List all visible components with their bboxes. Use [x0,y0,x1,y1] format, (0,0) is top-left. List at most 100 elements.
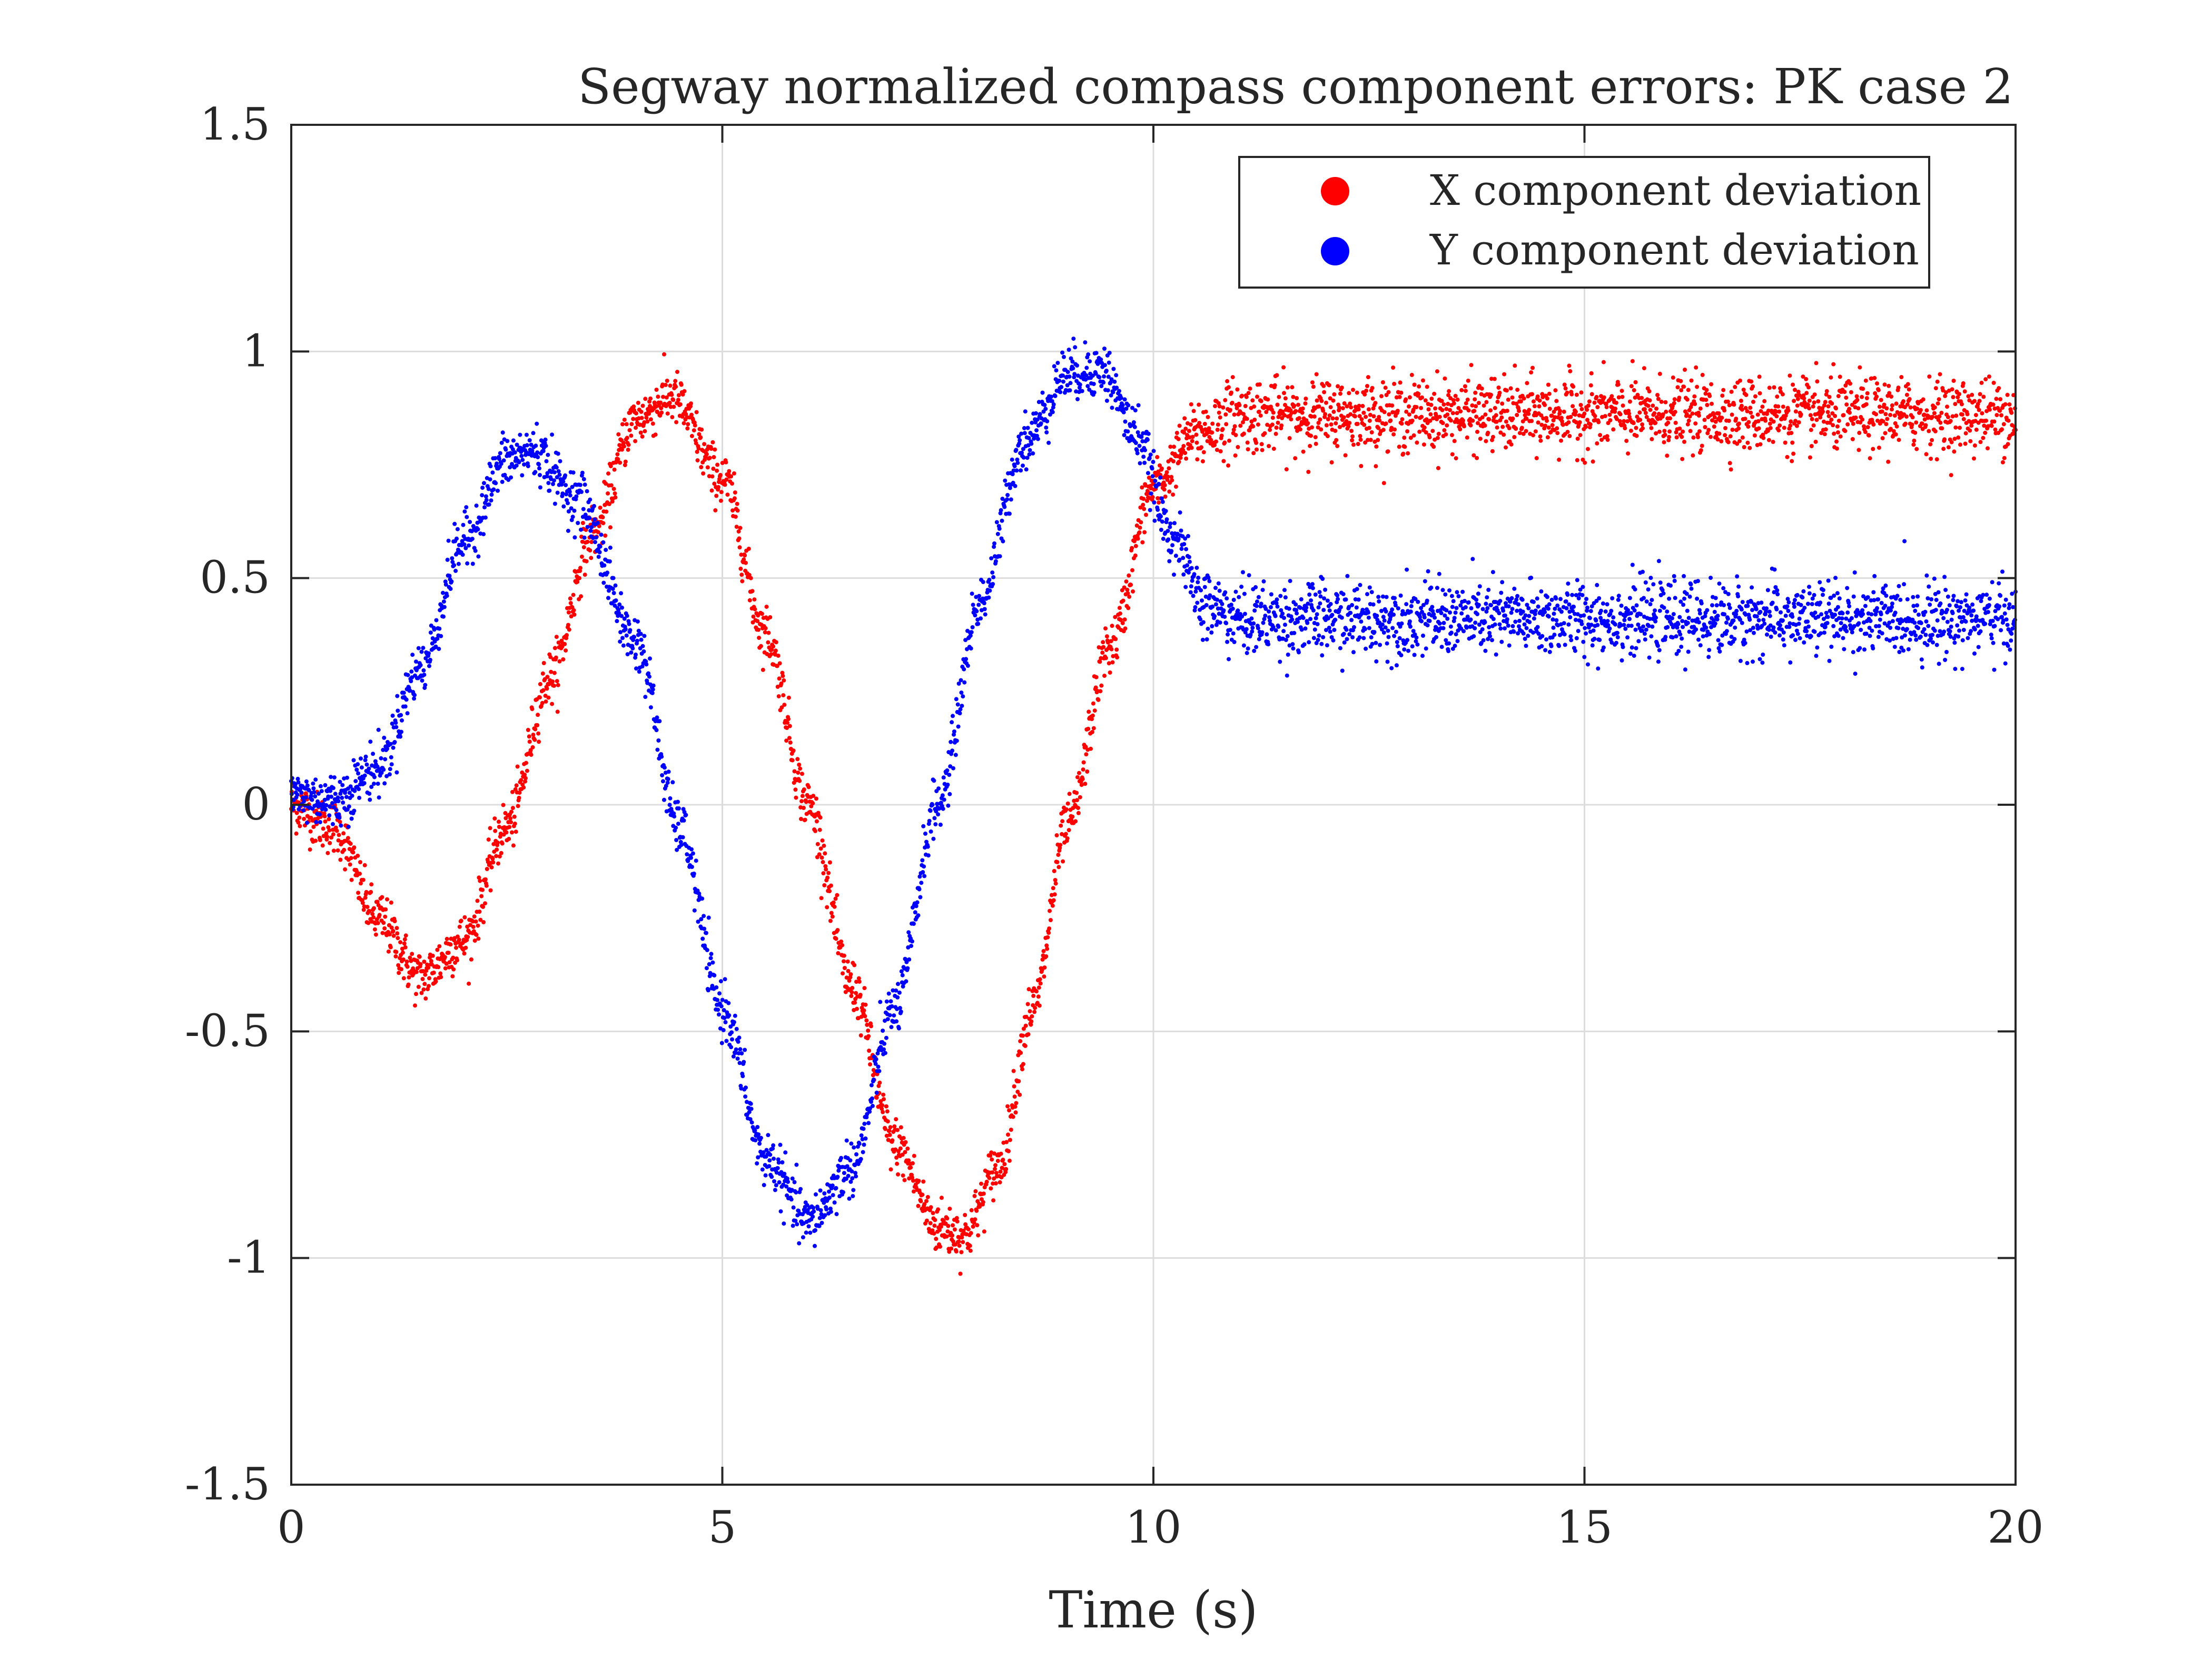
data-point [743,553,747,558]
data-point [416,646,421,650]
data-point [888,1167,893,1172]
data-point [887,1128,892,1133]
data-point [1855,398,1860,402]
data-point [335,848,340,853]
data-point [1704,388,1709,392]
data-point [1357,414,1362,419]
data-point [409,669,414,674]
data-point [1710,401,1714,406]
data-point [1359,417,1364,422]
data-point [1053,393,1058,398]
data-point [936,786,941,791]
data-point [735,508,740,513]
data-point [622,418,627,422]
data-point [1804,377,1809,381]
data-point [942,797,946,802]
data-point [1366,407,1371,412]
data-point [1531,399,1536,404]
data-point [625,614,629,618]
data-point [455,958,459,963]
data-point [616,607,621,612]
data-point [1616,382,1621,387]
data-point [894,1019,899,1024]
data-point [792,769,797,774]
data-point [345,775,349,780]
data-point [834,1186,838,1190]
data-point [1490,449,1495,453]
data-point [1076,811,1081,815]
data-point [1717,431,1722,436]
data-point [544,459,549,463]
data-point [1698,406,1703,411]
data-point [758,644,763,648]
data-point [1061,859,1065,864]
data-point [398,940,403,945]
data-point [1007,1108,1011,1113]
data-point [1690,411,1695,416]
data-point [1691,435,1696,440]
data-point [552,684,556,688]
data-point [881,1110,885,1114]
data-point [1431,445,1436,449]
data-point [1138,525,1142,530]
data-point [439,634,443,638]
data-point [1575,458,1579,462]
data-point [443,966,448,971]
data-point [946,803,951,808]
data-point [1042,974,1046,979]
data-point [1430,429,1435,433]
data-point [633,439,638,443]
data-point [822,1191,827,1196]
data-point [881,1029,885,1033]
data-point [617,602,622,607]
data-point [1041,949,1046,953]
data-point [1446,401,1450,406]
data-point [1003,478,1008,483]
data-point [817,827,822,832]
data-point [1435,436,1440,440]
data-point [1310,380,1315,385]
data-point [1489,377,1494,381]
data-point [712,481,717,486]
data-point [500,841,505,846]
data-point [1237,403,1242,408]
data-point [625,436,629,440]
data-point [1010,457,1014,462]
data-point [1761,436,1766,440]
data-point [491,487,496,492]
data-point [1246,391,1251,396]
data-point [1217,404,1222,409]
data-point [771,1146,775,1151]
data-point [363,754,368,759]
data-point [1439,399,1444,403]
data-point [1458,409,1463,414]
data-point [734,525,739,529]
data-point [924,1199,929,1203]
data-point [1075,775,1080,779]
data-point [692,871,696,876]
data-point [689,855,693,860]
data-point [1752,433,1757,438]
data-point [736,1039,740,1044]
data-point [1154,473,1159,478]
data-point [705,465,710,470]
data-point [955,702,960,707]
data-point [1432,391,1437,396]
data-point [620,605,624,610]
data-point [862,986,867,991]
data-point [1993,427,1998,432]
data-point [358,860,362,864]
data-point [733,1013,737,1018]
data-point [922,1202,927,1207]
data-point [1334,438,1339,442]
data-point [1230,400,1235,405]
data-point [911,1189,916,1194]
data-point [914,904,919,908]
data-point [1019,468,1023,473]
data-point [852,1145,856,1150]
data-point [813,1228,817,1232]
data-point [672,814,677,819]
data-point [1139,520,1143,525]
data-point [1691,453,1695,458]
data-point [1979,380,1984,385]
